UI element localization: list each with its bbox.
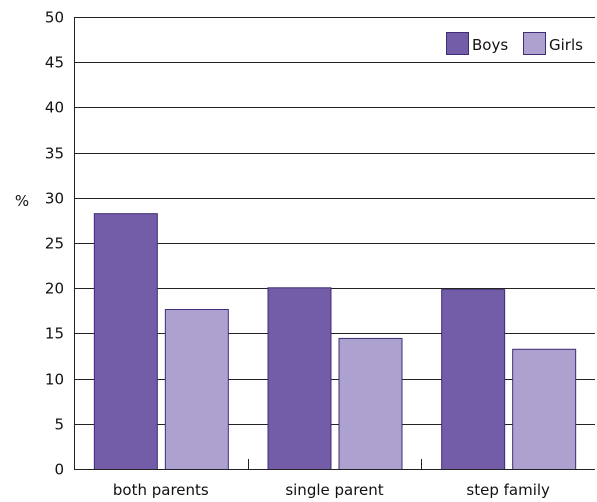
legend-swatch-boys	[446, 32, 469, 55]
legend: Boys Girls	[446, 32, 583, 55]
x-category-label: step family	[466, 481, 550, 499]
gridlines	[74, 17, 595, 425]
y-tick-label: 15	[45, 325, 64, 343]
y-tick-labels: 0 5 10 15 20 25 30 35 40 45 50	[45, 9, 64, 479]
bar-girls-0	[164, 308, 229, 470]
y-tick-label: 5	[54, 416, 64, 434]
x-category-labels: both parents single parent step family	[113, 481, 550, 499]
legend-label-girls: Girls	[549, 36, 583, 54]
y-tick-label: 45	[45, 54, 64, 72]
y-tick-label: 10	[45, 371, 64, 389]
x-category-label: single parent	[285, 481, 383, 499]
y-tick-label: 50	[45, 9, 64, 27]
bars	[93, 213, 577, 471]
bar-girls-1	[338, 337, 403, 471]
bar-girls-2	[512, 348, 577, 471]
y-tick-label: 0	[54, 461, 64, 479]
y-tick-label: 40	[45, 99, 64, 117]
y-axis-label: %	[15, 192, 29, 210]
legend-swatch-girls	[523, 32, 546, 55]
y-tick-label: 25	[45, 235, 64, 253]
y-tick-label: 35	[45, 145, 64, 163]
legend-label-boys: Boys	[472, 36, 508, 54]
y-tick-label: 20	[45, 280, 64, 298]
axes	[74, 17, 595, 470]
bar-boys-2	[441, 289, 506, 470]
y-tick-label: 30	[45, 190, 64, 208]
bar-boys-1	[267, 287, 332, 470]
x-category-label: both parents	[113, 481, 209, 499]
bar-boys-0	[93, 213, 158, 470]
